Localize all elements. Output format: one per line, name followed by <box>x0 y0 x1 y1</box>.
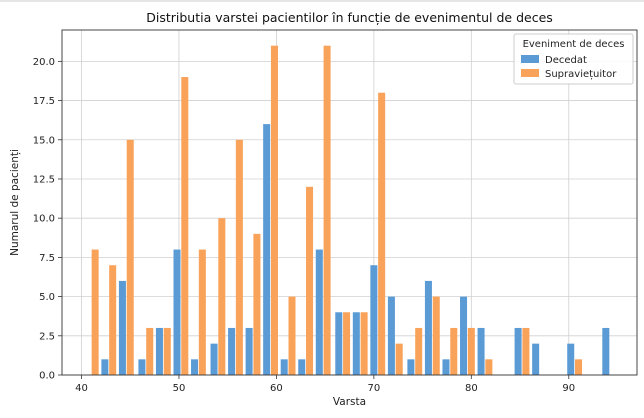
bar-decedat <box>245 327 253 375</box>
bar-decedat <box>387 296 395 375</box>
bar-decedat <box>263 124 271 375</box>
bar-decedat <box>155 327 163 375</box>
bar-decedat <box>228 327 236 375</box>
bar-supravietuitor <box>146 327 154 375</box>
x-tick-label: 90 <box>562 383 575 394</box>
chart-title: Distributia varstei pacientilor în funcț… <box>146 10 553 25</box>
y-tick-label: 12.5 <box>33 174 55 185</box>
bar-decedat <box>191 359 199 375</box>
x-tick-label: 80 <box>465 383 478 394</box>
bar-decedat <box>210 343 218 375</box>
legend-label-decedat: Decedat <box>545 55 587 66</box>
bar-supravietuitor <box>415 327 423 375</box>
bar-decedat <box>602 327 610 375</box>
x-tick-label: 40 <box>75 383 88 394</box>
bar-decedat <box>280 359 288 375</box>
bar-supravietuitor <box>91 249 99 375</box>
y-tick-label: 7.5 <box>39 253 55 264</box>
bar-decedat <box>477 327 485 375</box>
bar-supravietuitor <box>450 327 458 375</box>
bar-supravietuitor <box>395 343 403 375</box>
top-edge-divider <box>0 0 644 2</box>
x-tick-label: 70 <box>367 383 380 394</box>
y-tick-label: 20.0 <box>33 57 55 68</box>
bar-decedat <box>298 359 306 375</box>
bar-decedat <box>335 312 343 375</box>
bar-supravietuitor <box>198 249 206 375</box>
bar-decedat <box>532 343 540 375</box>
bar-supravietuitor <box>288 296 296 375</box>
bar-decedat <box>514 327 522 375</box>
bar-decedat <box>424 280 432 375</box>
axes-frame <box>61 29 638 376</box>
bar-supravietuitor <box>253 233 261 375</box>
bar-decedat <box>407 359 415 375</box>
bar-decedat <box>460 296 468 375</box>
bar-supravietuitor <box>218 218 226 375</box>
x-tick-label: 60 <box>270 383 283 394</box>
y-tick-label: 10.0 <box>33 214 55 225</box>
bar-decedat <box>352 312 360 375</box>
y-tick-label: 15.0 <box>33 135 55 146</box>
y-axis-label: Numarul de pacienți <box>9 149 21 256</box>
bar-supravietuitor <box>126 139 134 375</box>
legend-label-supravietuitor: Supraviețuitor <box>545 69 617 80</box>
bar-supravietuitor <box>323 45 331 376</box>
bar-supravietuitor <box>522 327 530 375</box>
bar-supravietuitor <box>485 359 493 375</box>
bar-supravietuitor <box>181 77 189 376</box>
bar-supravietuitor <box>343 312 351 375</box>
bar-supravietuitor <box>432 296 440 375</box>
bar-decedat <box>101 359 109 375</box>
bar-supravietuitor <box>270 45 278 376</box>
bar-decedat <box>118 280 126 375</box>
bar-decedat <box>173 249 181 375</box>
legend-box <box>513 33 634 85</box>
bar-decedat <box>370 265 378 375</box>
y-tick-label: 17.5 <box>33 96 55 107</box>
y-tick-label: 2.5 <box>39 331 55 342</box>
legend-swatch-supravietuitor <box>521 69 539 77</box>
bar-supravietuitor <box>360 312 368 375</box>
bar-decedat <box>567 343 575 375</box>
bar-decedat <box>315 249 323 375</box>
bar-supravietuitor <box>109 265 117 375</box>
bar-decedat <box>138 359 146 375</box>
bar-supravietuitor <box>235 139 243 375</box>
legend-swatch-decedat <box>521 55 539 63</box>
x-axis-label: Varsta <box>333 396 366 408</box>
bar-supravietuitor <box>467 327 475 375</box>
bar-supravietuitor <box>378 92 386 375</box>
y-tick-label: 0.0 <box>39 371 55 382</box>
legend-title: Eveniment de deces <box>523 39 625 50</box>
x-tick-label: 50 <box>173 383 186 394</box>
bar-supravietuitor <box>306 186 314 375</box>
bar-decedat <box>442 359 450 375</box>
bar-supravietuitor <box>575 359 583 375</box>
y-tick-label: 5.0 <box>39 292 55 303</box>
bar-supravietuitor <box>163 327 171 375</box>
